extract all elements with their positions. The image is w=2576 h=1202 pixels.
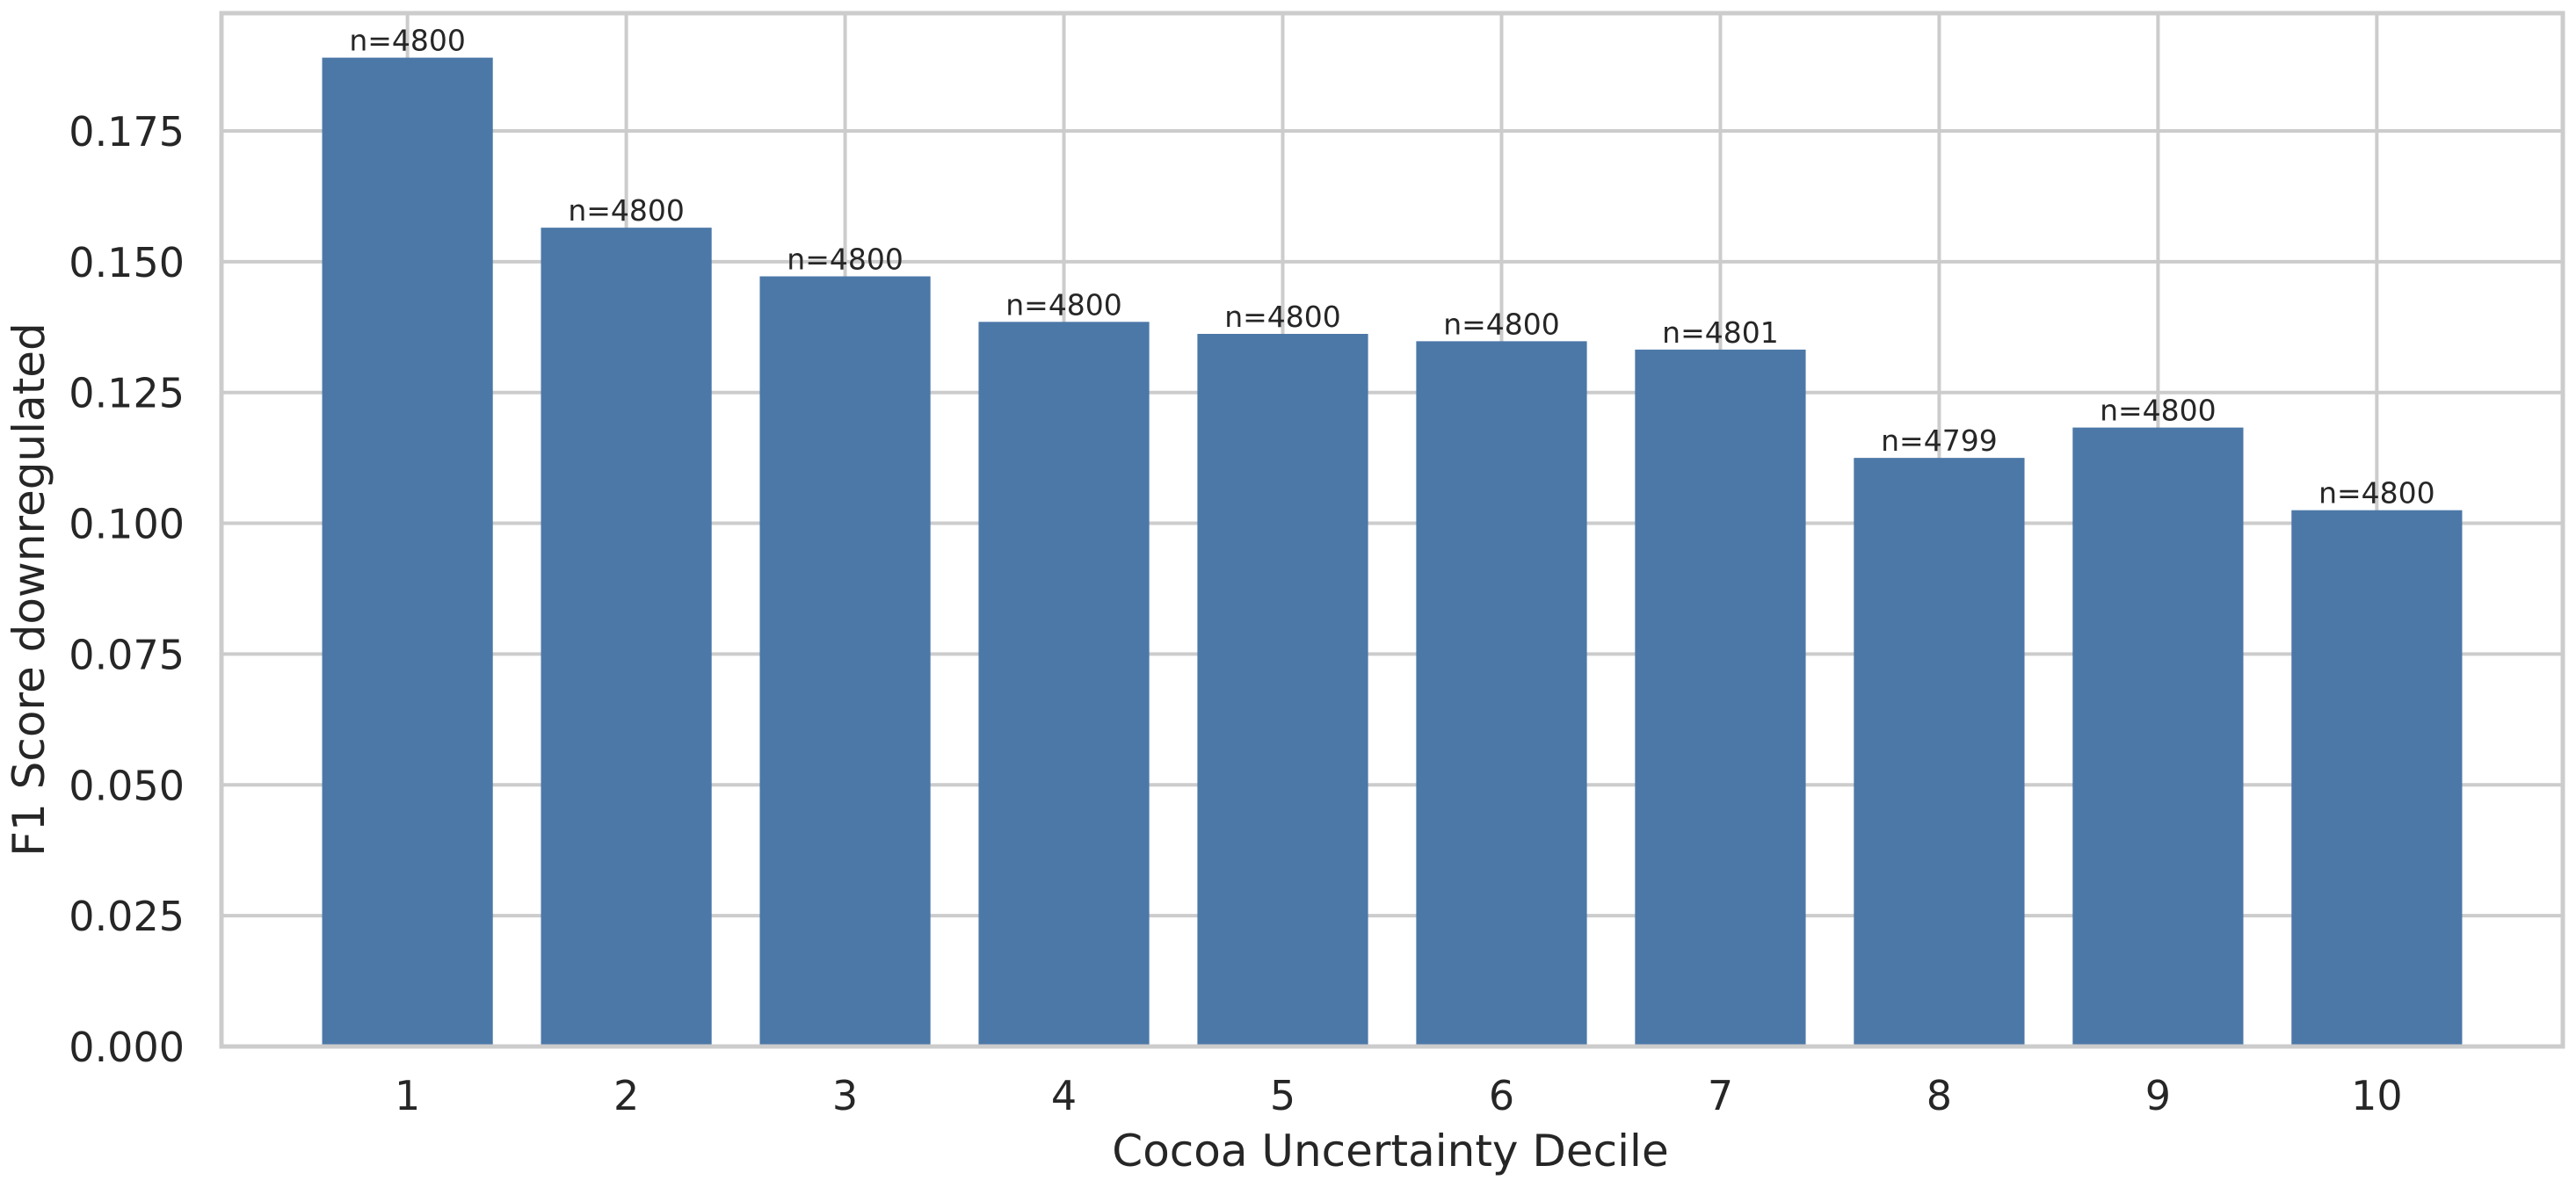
bar-count-label: n=4800 xyxy=(1443,307,1560,341)
bar-annotations: n=4800 n=4800 n=4800 n=4800 n=4800 n=4800 n=48… xyxy=(349,24,2435,510)
bar-decile-6 xyxy=(1416,341,1587,1046)
y-tick-label: 0.175 xyxy=(69,108,185,156)
bar-decile-5 xyxy=(1197,334,1368,1046)
bar-decile-2 xyxy=(541,228,712,1046)
x-tick-label: 9 xyxy=(2145,1072,2171,1119)
bar-decile-8 xyxy=(1854,458,2025,1046)
y-tick-label: 0.100 xyxy=(69,501,185,548)
bar-count-label: n=4800 xyxy=(568,193,685,228)
y-tick-label: 0.050 xyxy=(69,762,185,809)
y-axis-label: F1 Score downregulated xyxy=(4,322,54,857)
bar-decile-4 xyxy=(978,322,1150,1046)
bar-count-label: n=4801 xyxy=(1662,315,1779,350)
bar-decile-10 xyxy=(2291,510,2463,1046)
x-tick-label: 8 xyxy=(1927,1072,1952,1119)
y-tick-label: 0.150 xyxy=(69,239,185,286)
y-tick-label: 0.075 xyxy=(69,631,185,678)
x-tick-label: 10 xyxy=(2351,1072,2403,1119)
bar-count-label: n=4799 xyxy=(1881,424,1998,458)
x-axis-ticks: 1 2 3 4 5 6 7 8 9 10 xyxy=(395,1072,2403,1119)
bar-decile-7 xyxy=(1635,349,1806,1046)
y-tick-label: 0.125 xyxy=(69,370,185,417)
x-axis-label: Cocoa Uncertainty Decile xyxy=(1112,1126,1668,1177)
x-tick-label: 7 xyxy=(1708,1072,1733,1119)
bar-count-label: n=4800 xyxy=(1224,300,1341,334)
bar-count-label: n=4800 xyxy=(1005,287,1122,322)
y-tick-label: 0.025 xyxy=(69,893,185,940)
bar-decile-9 xyxy=(2072,427,2244,1046)
bar-count-label: n=4800 xyxy=(787,243,903,277)
x-tick-label: 3 xyxy=(832,1072,858,1119)
y-axis-ticks: 0.000 0.025 0.050 0.075 0.100 0.125 0.150 0.175 xyxy=(69,108,185,1071)
bar-decile-3 xyxy=(759,276,931,1047)
x-tick-label: 2 xyxy=(613,1072,639,1119)
bar-count-label: n=4800 xyxy=(2318,476,2435,510)
x-tick-label: 6 xyxy=(1489,1072,1514,1119)
x-tick-label: 5 xyxy=(1270,1072,1295,1119)
x-tick-label: 1 xyxy=(395,1072,420,1119)
bar-count-label: n=4800 xyxy=(349,24,466,58)
bars-layer xyxy=(322,57,2463,1047)
bar-decile-1 xyxy=(322,57,493,1046)
y-tick-label: 0.000 xyxy=(69,1024,185,1071)
plot-border xyxy=(219,11,2565,1049)
x-tick-label: 4 xyxy=(1051,1072,1077,1119)
plot-frame xyxy=(219,11,2565,1049)
bar-count-label: n=4800 xyxy=(2100,394,2217,428)
